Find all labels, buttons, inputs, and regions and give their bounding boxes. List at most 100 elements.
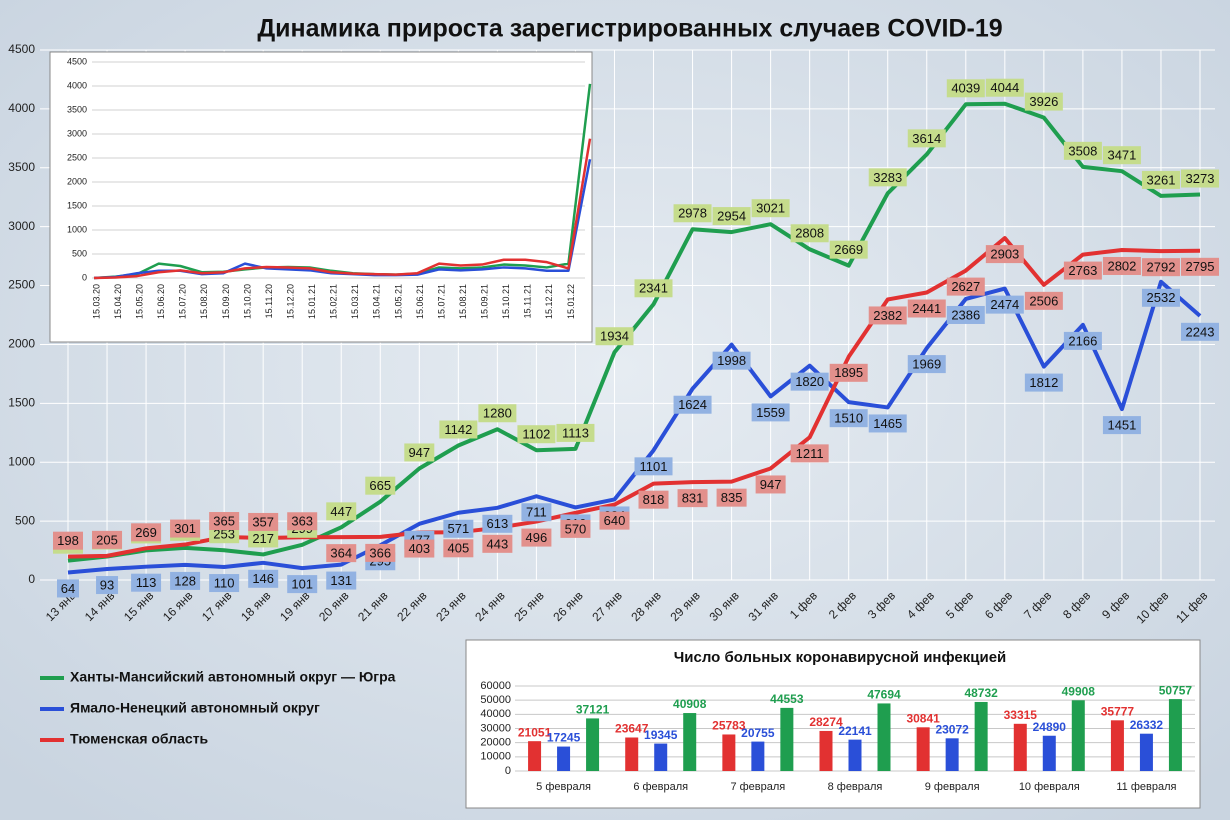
value-label-box xyxy=(595,327,634,346)
value-label: 64 xyxy=(61,581,75,596)
x-tick-label: 15.03.21 xyxy=(350,284,360,319)
value-label-box xyxy=(248,512,279,531)
bar xyxy=(528,741,542,771)
inset-frame xyxy=(49,51,593,343)
value-label: 1812 xyxy=(1029,375,1058,390)
value-label: 2802 xyxy=(1107,258,1136,273)
bar-chart-title: Число больных коронавирусной инфекцией xyxy=(674,649,1007,666)
value-label: 1451 xyxy=(1107,418,1136,433)
value-label-box xyxy=(439,420,478,439)
value-label: 2532 xyxy=(1147,290,1176,305)
value-label-box xyxy=(907,299,946,318)
x-tick-label: 8 февраля xyxy=(828,781,883,793)
value-label-box xyxy=(53,531,83,550)
x-tick-label: 6 февраля xyxy=(633,781,688,793)
value-label: 21051 xyxy=(518,725,552,739)
value-label: 23647 xyxy=(615,722,649,736)
bar xyxy=(945,738,959,771)
value-label: 146 xyxy=(252,571,274,586)
value-label-box xyxy=(365,476,396,495)
value-label: 3273 xyxy=(1186,171,1215,186)
bar xyxy=(848,739,862,771)
x-tick-label: 15.12.21 xyxy=(544,284,554,319)
value-label: 1465 xyxy=(873,416,902,431)
value-label-box xyxy=(829,240,868,259)
value-label: 93 xyxy=(100,577,114,592)
value-label-box xyxy=(1063,261,1102,280)
value-label: 357 xyxy=(252,514,274,529)
value-label: 217 xyxy=(252,531,274,546)
x-tick-label: 15.06.21 xyxy=(415,284,425,319)
value-label: 2954 xyxy=(717,209,746,224)
value-label-box xyxy=(1141,258,1180,277)
y-tick-label: 10000 xyxy=(480,751,511,763)
value-label: 447 xyxy=(330,504,352,519)
value-label-box xyxy=(521,528,552,547)
value-label-box xyxy=(170,571,201,590)
value-label-box xyxy=(287,575,318,594)
value-label: 2792 xyxy=(1147,260,1176,275)
x-tick-label: 5 февраля xyxy=(536,781,591,793)
value-label-box xyxy=(131,573,162,592)
value-label-box xyxy=(482,534,513,553)
y-tick-label: 50000 xyxy=(480,694,511,706)
value-label: 44553 xyxy=(770,692,804,706)
value-label: 366 xyxy=(369,545,391,560)
value-label-box xyxy=(1141,288,1180,307)
value-label-box xyxy=(404,443,435,462)
y-tick-label: 1000 xyxy=(67,224,87,234)
value-label: 570 xyxy=(565,521,587,536)
value-label-box xyxy=(287,512,318,531)
value-label: 19345 xyxy=(644,728,678,742)
x-tick-label: 15.08.21 xyxy=(458,284,468,319)
value-label: 131 xyxy=(330,573,352,588)
value-label: 496 xyxy=(526,530,548,545)
bar xyxy=(1042,735,1056,771)
y-tick-label: 500 xyxy=(15,513,35,527)
value-label-box xyxy=(1181,169,1219,188)
x-tick-label: 15.11.21 xyxy=(523,284,533,318)
legend-label: Ямало-Ненецкий автономный округ xyxy=(70,700,320,716)
value-label-box xyxy=(209,512,240,531)
bar xyxy=(751,741,765,771)
value-label: 1969 xyxy=(912,357,941,372)
value-label-box xyxy=(829,363,868,382)
x-tick-label: 15.08.20 xyxy=(199,284,209,319)
value-label: 1102 xyxy=(522,427,550,442)
series-line xyxy=(93,138,592,280)
inset-chart: 0 500 1000 1500 2000 2500 3000 3500 4000 4500 15.0… xyxy=(67,56,592,319)
value-label-box xyxy=(1141,170,1180,189)
value-label-box xyxy=(1024,291,1063,310)
value-label: 3471 xyxy=(1107,148,1136,163)
y-tick-label: 40000 xyxy=(480,708,511,720)
x-tick-label: 15.10.20 xyxy=(242,284,252,319)
bar xyxy=(683,713,697,771)
x-tick-label: 15.02.21 xyxy=(329,284,339,319)
value-label: 2795 xyxy=(1186,259,1215,274)
value-label-box xyxy=(673,204,712,223)
bar xyxy=(780,707,794,771)
value-label: 3508 xyxy=(1068,143,1097,158)
value-label: 1142 xyxy=(444,422,472,437)
value-label: 37121 xyxy=(576,703,610,717)
bar xyxy=(557,746,571,771)
value-label-box xyxy=(985,78,1024,97)
value-label-box xyxy=(1102,146,1141,165)
bar xyxy=(625,737,639,771)
value-label: 40908 xyxy=(673,697,707,711)
value-label: 640 xyxy=(604,513,626,528)
y-tick-label: 4500 xyxy=(67,56,87,66)
value-label-box xyxy=(946,305,985,324)
y-tick-label: 3000 xyxy=(67,128,87,138)
value-label: 110 xyxy=(214,575,235,590)
y-tick-label: 1500 xyxy=(8,396,35,410)
value-label: 47694 xyxy=(867,688,901,702)
value-label: 50757 xyxy=(1159,683,1193,697)
bar xyxy=(1071,700,1085,771)
legend: Ханты-Мансийский автономный округ — Югра… xyxy=(40,669,396,747)
value-label: 363 xyxy=(291,514,313,529)
value-label: 831 xyxy=(682,491,704,506)
bar xyxy=(1110,720,1124,771)
bar-chart: 0 10000 20000 30000 40000 50000 60000 5 февраля… xyxy=(480,680,1195,793)
value-label: 128 xyxy=(174,573,196,588)
